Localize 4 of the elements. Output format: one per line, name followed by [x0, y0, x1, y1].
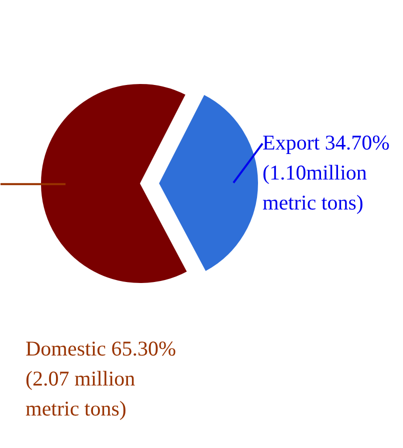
text: (2.07 million metric tons): [26, 366, 136, 420]
slice-label: Domestic 65.30%: [26, 336, 176, 360]
slice-label: Export 34.70%: [262, 130, 390, 154]
text: (1.10million metric tons): [262, 160, 368, 214]
